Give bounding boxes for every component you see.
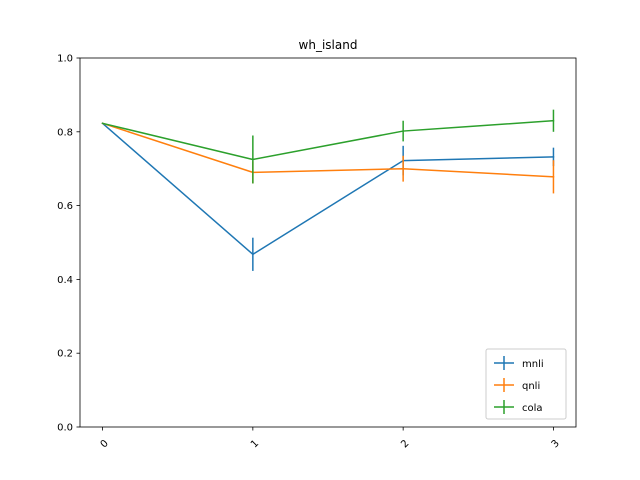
plot-marks: [101, 109, 555, 271]
y-tick-label: 1.0: [57, 54, 73, 65]
series-line-cola: [101, 119, 555, 161]
plot-frame: [79, 57, 577, 428]
y-tick-label: 0.8: [57, 127, 73, 138]
legend-box: [485, 348, 567, 420]
y-tick-label: 0.2: [57, 349, 73, 360]
series-cola: [101, 109, 555, 184]
y-tick-label: 0.6: [57, 201, 73, 212]
series-line-qnli: [101, 122, 555, 178]
series-line-mnli: [101, 122, 555, 256]
legend-label: cola: [522, 403, 543, 414]
legend-label: mnli: [522, 359, 544, 370]
legend-label: qnli: [522, 381, 540, 392]
y-axis: 0.0 0.2 0.4 0.6 0.8 1.0: [57, 54, 80, 434]
legend: mnli qnli cola: [485, 348, 567, 420]
chart-title: wh_island: [299, 38, 358, 52]
y-tick-label: 0.0: [57, 423, 73, 434]
y-tick-label: 0.4: [57, 275, 73, 286]
